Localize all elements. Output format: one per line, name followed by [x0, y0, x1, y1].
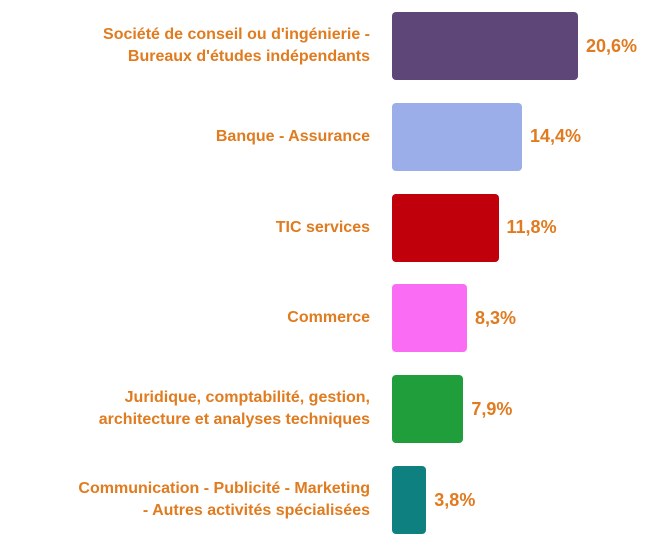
category-label: Commerce: [287, 309, 370, 327]
category-label: TIC services: [275, 218, 370, 236]
category-label: Société de conseil ou d'ingénierie - Bur…: [103, 26, 370, 65]
bar: [392, 466, 427, 534]
category-label: Banque - Assurance: [215, 127, 370, 145]
bar: [392, 12, 578, 80]
value-label: 20,6%: [586, 35, 638, 56]
value-label: 8,3%: [474, 307, 516, 328]
category-label: Communication - Publicité - Marketing - …: [78, 480, 370, 519]
bar: [392, 375, 464, 444]
bar: [392, 284, 467, 353]
value-label: 7,9%: [471, 398, 513, 419]
bar: [392, 102, 523, 171]
category-label: Juridique, comptabilité, gestion, archit…: [98, 389, 370, 429]
value-label: 11,8%: [506, 217, 557, 238]
value-label: 3,8%: [434, 489, 476, 510]
bar: [392, 193, 499, 262]
value-label: 14,4%: [530, 126, 582, 147]
